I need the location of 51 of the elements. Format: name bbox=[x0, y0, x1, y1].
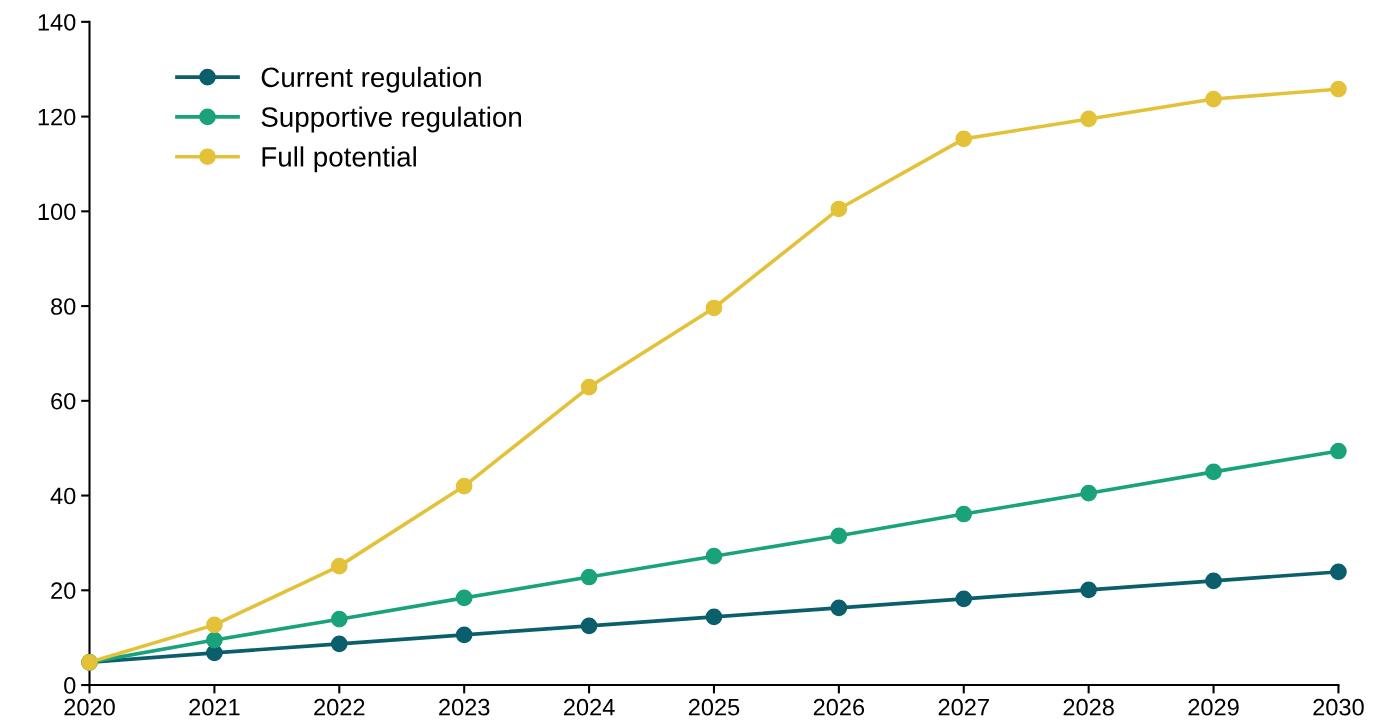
point bbox=[455, 589, 473, 607]
legend-label: Supportive regulation bbox=[261, 106, 521, 133]
y-tick-label: 120 bbox=[38, 108, 76, 126]
y-tick-label: 60 bbox=[51, 392, 76, 410]
x-tick-label: 2022 bbox=[314, 698, 365, 716]
x-tick-label: 2025 bbox=[688, 698, 740, 716]
point bbox=[206, 631, 223, 649]
point bbox=[1080, 484, 1097, 502]
x-tick-label: 2026 bbox=[813, 698, 865, 716]
point bbox=[1330, 563, 1347, 581]
point bbox=[455, 626, 473, 644]
point bbox=[830, 200, 848, 218]
point bbox=[1205, 90, 1222, 108]
point bbox=[705, 547, 723, 565]
legend-label: Full potential bbox=[262, 146, 416, 173]
point bbox=[830, 527, 848, 545]
point bbox=[1330, 80, 1347, 98]
point bbox=[330, 610, 348, 628]
point bbox=[955, 505, 973, 523]
point bbox=[330, 557, 348, 575]
point bbox=[830, 599, 848, 617]
point bbox=[1080, 581, 1097, 599]
point bbox=[1330, 442, 1347, 460]
point bbox=[955, 590, 973, 608]
point bbox=[1080, 110, 1097, 128]
x-tick-label: 2030 bbox=[1313, 698, 1364, 716]
point bbox=[455, 477, 473, 495]
point bbox=[580, 568, 598, 586]
x-tick-label: 2024 bbox=[564, 698, 615, 716]
point bbox=[705, 608, 723, 626]
point bbox=[206, 616, 223, 634]
x-tick-label: 2029 bbox=[1188, 698, 1239, 716]
x-tick-label: 2027 bbox=[938, 698, 989, 716]
point bbox=[705, 299, 723, 317]
y-tick-label: 20 bbox=[51, 582, 76, 600]
y-tick-label: 80 bbox=[51, 298, 76, 315]
y-tick-label: 40 bbox=[50, 487, 76, 505]
point bbox=[330, 635, 348, 653]
x-tick-label: 2023 bbox=[439, 698, 490, 716]
point bbox=[955, 130, 973, 148]
x-tick-label: 2028 bbox=[1063, 698, 1114, 716]
y-tick-label: 140 bbox=[38, 13, 76, 31]
y-tick-label: 0 bbox=[64, 677, 76, 694]
point bbox=[580, 617, 598, 635]
legend-label: Current regulation bbox=[261, 66, 481, 93]
x-tick-label: 2020 bbox=[64, 698, 115, 716]
x-tick-label: 2021 bbox=[189, 698, 240, 716]
point bbox=[1205, 572, 1222, 590]
point bbox=[580, 378, 598, 396]
point bbox=[1205, 463, 1222, 481]
y-tick-label: 100 bbox=[38, 203, 76, 221]
